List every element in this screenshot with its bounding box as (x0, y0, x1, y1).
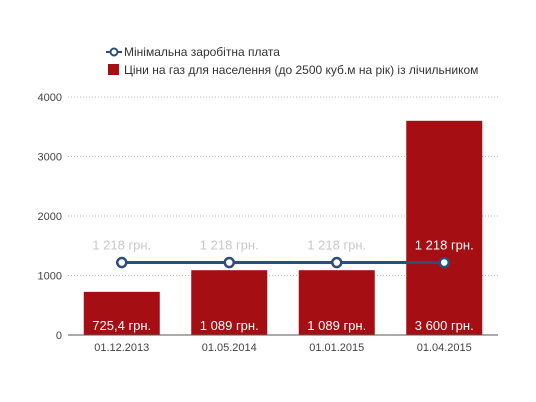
bars: 725,4 грн. 1 089 грн. 1 089 грн. 3 600 грн. (83, 120, 483, 335)
x-tick-label: 01.05.2014 (202, 342, 257, 354)
legend-bar-swatch (108, 64, 119, 75)
legend-bar-label: Ціни на газ для населення (до 2500 куб.м… (124, 63, 478, 77)
bar (298, 270, 375, 335)
line-point (438, 256, 450, 269)
x-axis-labels: 01.12.2013 01.05.2014 01.01.2015 01.04.2015 (94, 342, 472, 354)
line-value-label: 1 218 грн. (92, 238, 151, 253)
bar-value-label: 725,4 грн. (92, 318, 151, 333)
legend-line-label: Мінімальна заробітна плата (124, 45, 280, 59)
y-tick-label: 3000 (38, 152, 62, 164)
legend-item-line: Мінімальна заробітна плата (106, 45, 280, 59)
line-point (116, 256, 128, 269)
legend-line-marker (109, 47, 119, 57)
line-point (223, 256, 235, 269)
legend-item-bar: Ціни на газ для населення (до 2500 куб.м… (108, 63, 478, 77)
x-tick-label: 01.04.2015 (417, 342, 472, 354)
x-tick-label: 01.12.2013 (94, 342, 149, 354)
line-value-label: 1 218 грн. (200, 238, 259, 253)
line-point (331, 256, 343, 269)
bar (191, 270, 268, 335)
bar (83, 291, 160, 335)
y-tick-label: 4000 (38, 92, 62, 104)
bar (406, 120, 483, 335)
line-value-label: 1 218 грн. (307, 238, 366, 253)
bar-value-label: 3 600 грн. (415, 318, 474, 333)
y-axis-ticks: 0 1000 2000 3000 4000 (38, 92, 62, 342)
x-tick-label: 01.01.2015 (309, 342, 364, 354)
bar-value-label: 1 089 грн. (200, 318, 259, 333)
line-series: 1 218 грн. 1 218 грн. 1 218 грн. 1 218 грн. (92, 238, 474, 269)
y-tick-label: 1000 (38, 271, 62, 283)
legend: Мінімальна заробітна плата Ціни на газ д… (106, 45, 478, 77)
y-tick-label: 0 (56, 330, 62, 342)
y-tick-label: 2000 (38, 211, 62, 223)
line-value-label: 1 218 грн. (415, 238, 474, 253)
bar-value-label: 1 089 грн. (307, 318, 366, 333)
